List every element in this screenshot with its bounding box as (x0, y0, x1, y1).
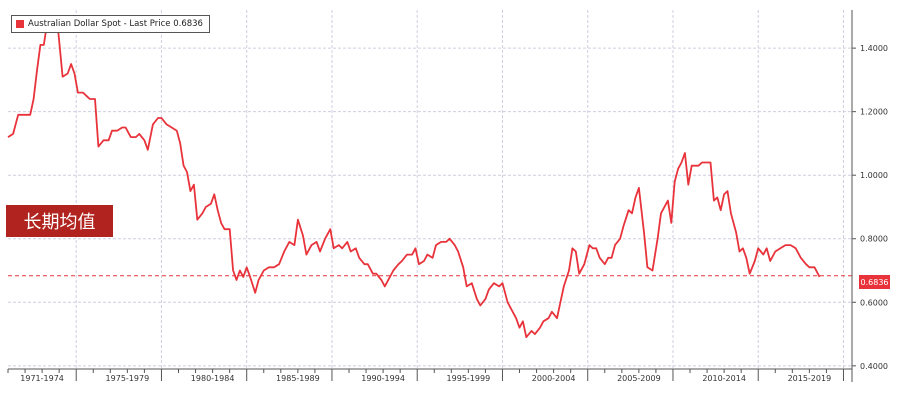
x-tick-label: 2015-2019 (788, 374, 832, 383)
x-tick-label: 1995-1999 (447, 374, 491, 383)
plot-area (8, 10, 852, 369)
x-tick-label: 1975-1979 (106, 374, 150, 383)
y-axis-ticks: 0.4000 0.6000 0.8000 1.0000 1.2000 1.4000 (852, 44, 888, 371)
y-tick-label: 1.4000 (860, 44, 888, 53)
x-tick-label: 2005-2009 (617, 374, 661, 383)
y-tick-label: 0.8000 (860, 235, 888, 244)
x-tick-label: 1990-1994 (361, 374, 405, 383)
y-tick-label: 0.6000 (860, 298, 888, 307)
gridlines (8, 10, 852, 369)
y-tick-label: 1.2000 (860, 108, 888, 117)
legend: Australian Dollar Spot - Last Price 0.68… (11, 15, 210, 33)
x-tick-label: 1985-1989 (276, 374, 320, 383)
y-tick-label: 1.0000 (860, 171, 888, 180)
y-tick-label: 0.4000 (860, 362, 888, 371)
x-tick-label: 1971-1974 (20, 374, 64, 383)
long-term-average-label: 长期均值 (6, 205, 113, 237)
x-tick-label: 1980-1984 (191, 374, 235, 383)
legend-value: 0.6836 (173, 19, 203, 29)
x-tick-label: 2000-2004 (532, 374, 576, 383)
legend-swatch (16, 20, 24, 28)
legend-label: Australian Dollar Spot - Last Price (28, 19, 171, 29)
last-price-tag: 0.6836 (859, 275, 890, 289)
x-tick-label: 2010-2014 (702, 374, 746, 383)
series-line (7, 21, 821, 339)
x-axis-ticks: 1971-1974 1975-1979 1980-1984 1985-1989 1990… (7, 369, 844, 383)
